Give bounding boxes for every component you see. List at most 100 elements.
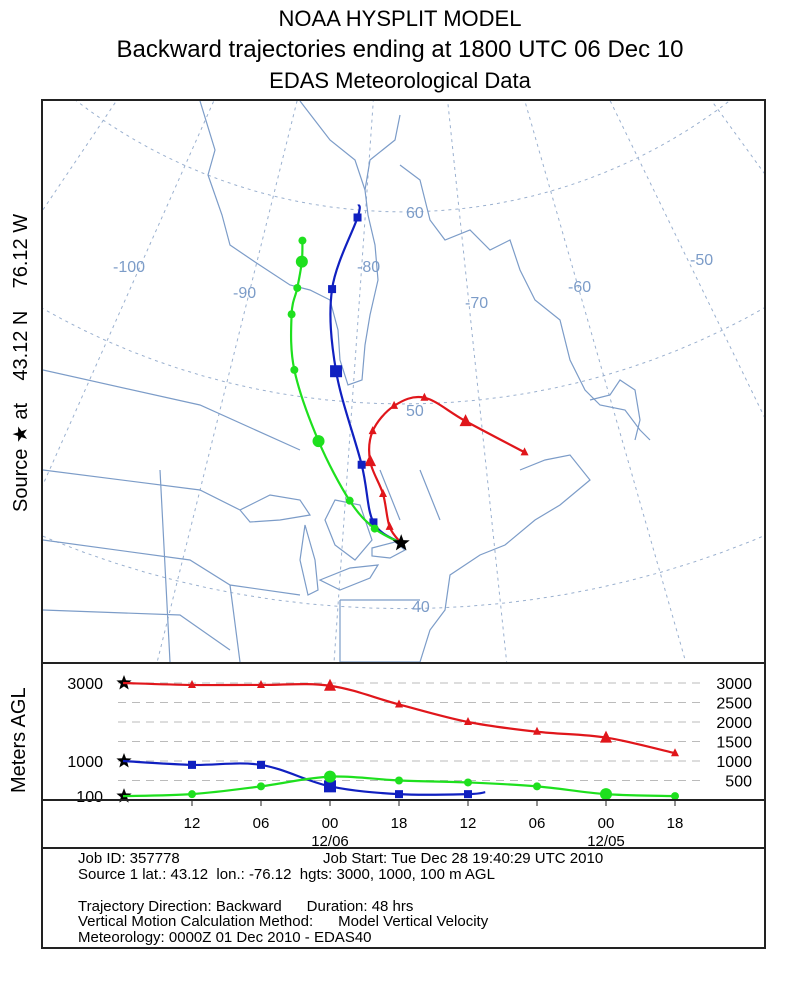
parallel-60 (75, 101, 731, 213)
height-series-square (122, 759, 486, 799)
height-marker (395, 699, 403, 708)
y-tick-label: 2500 (716, 696, 752, 713)
title-line-1: NOAA HYSPLIT MODEL (278, 6, 522, 31)
trajectory-square (328, 204, 402, 545)
trajectory-marker (287, 310, 296, 319)
height-marker (395, 790, 403, 799)
trajectory-line (367, 395, 526, 544)
start-height-label: 100 (76, 789, 103, 806)
height-marker (188, 790, 196, 799)
meridian-label: -90 (233, 285, 256, 302)
trajectory-marker (370, 524, 379, 533)
height-marker (188, 679, 196, 688)
trajectory-marker (459, 414, 472, 427)
x-tick-label: 06 (253, 815, 270, 832)
info-source: Source 1 lat.: 43.12 lon.: -76.12 hgts: … (78, 866, 495, 883)
title-line-2: Backward trajectories ending at 1800 UTC… (116, 36, 684, 63)
height-marker (324, 770, 336, 783)
info-direction: Trajectory Direction: Backward Duration:… (78, 898, 414, 915)
labrador-newfoundland (419, 379, 641, 662)
trajectory-marker (353, 213, 362, 222)
north-coast (199, 101, 651, 441)
trajectory-marker (312, 435, 325, 448)
trajectory-marker (420, 392, 429, 401)
meridian-label: -100 (113, 259, 145, 276)
trajectory-marker (520, 447, 529, 456)
meridian-100 (43, 101, 215, 486)
trajectory-marker (364, 454, 377, 467)
y-tick-label: 3000 (716, 676, 752, 693)
x-date-label: 12/05 (587, 833, 625, 850)
x-date-label: 12/06 (311, 833, 349, 850)
height-line (122, 681, 676, 755)
source-lon: 76.12 W (10, 213, 32, 289)
meridian-label: -60 (568, 279, 591, 296)
info-vertical-method: Vertical Motion Calculation Method: Mode… (78, 913, 489, 930)
start-height-label: 3000 (67, 676, 103, 693)
height-marker (324, 780, 336, 793)
height-marker (533, 782, 541, 791)
panel-frames (41, 99, 766, 949)
height-line (122, 759, 486, 796)
meridian-80 (333, 101, 374, 662)
coastlines (43, 101, 651, 662)
trajectory-marker (368, 426, 377, 435)
state-borders (43, 369, 441, 662)
meridian-110 (43, 101, 117, 211)
y-tick-label: 1500 (716, 735, 752, 752)
graticule: -100 -90 -80 -70 -60 -50 60 50 40 (43, 0, 765, 662)
meridian-60 (524, 101, 687, 662)
y-tick-label: 500 (725, 774, 752, 791)
height-marker (671, 748, 679, 757)
height-marker (257, 760, 265, 769)
trajectory-marker (369, 518, 378, 527)
x-tick-label: 06 (529, 815, 546, 832)
trajectory-marker (345, 496, 354, 505)
height-marker (257, 679, 265, 688)
height-marker (324, 678, 336, 691)
source-label-text: Source ★ at (10, 402, 32, 512)
meridian-label: -70 (465, 295, 488, 312)
info-job-start: Job Start: Tue Dec 28 19:40:29 UTC 2010 (323, 850, 604, 867)
trajectory-marker (385, 521, 394, 530)
source-label: Source ★ at 43.12 N 76.12 W (8, 214, 33, 512)
height-marker (671, 792, 679, 801)
trajectory-triangle (364, 392, 529, 544)
height-marker (464, 717, 472, 725)
parallel-label: 40 (412, 599, 430, 616)
meridian-label: -50 (690, 252, 713, 269)
height-series-triangle (122, 678, 679, 757)
start-height-label: 1000 (67, 754, 103, 771)
great-lakes (239, 494, 407, 596)
x-tick-label: 18 (667, 815, 684, 832)
height-marker (257, 782, 265, 791)
height-marker (600, 788, 612, 801)
trajectory-marker (390, 400, 399, 409)
trajectory-circle (287, 236, 402, 545)
parallel-label: 60 (406, 205, 424, 222)
parallel-40 (43, 534, 765, 610)
parallel-70 (86, 0, 725, 29)
trajectory-marker (298, 236, 307, 245)
trajectory-marker (290, 365, 299, 374)
meridian-label: -80 (357, 259, 380, 276)
info-frame (41, 847, 766, 949)
height-marker (533, 726, 541, 735)
height-axis-label: Meters AGL (8, 687, 30, 793)
y-tick-label: 2000 (716, 715, 752, 732)
height-marker (188, 760, 196, 769)
source-star-icon (392, 534, 410, 551)
source-lat: 43.12 N (10, 310, 32, 381)
meridian-90 (156, 101, 298, 662)
trajectory-marker (295, 255, 308, 268)
meridian-40 (711, 101, 765, 176)
info-meteorology: Meteorology: 0000Z 01 Dec 2010 - EDAS40 (78, 929, 372, 946)
x-tick-label: 12 (460, 815, 477, 832)
height-marker (464, 778, 472, 787)
height-series-circle (122, 770, 679, 801)
hudson-bay-coast (214, 114, 401, 386)
height-marker (395, 776, 403, 785)
y-tick-label: 1000 (716, 754, 752, 771)
trajectory-marker (293, 283, 302, 292)
title-line-3: EDAS Meteorological Data (269, 68, 531, 93)
